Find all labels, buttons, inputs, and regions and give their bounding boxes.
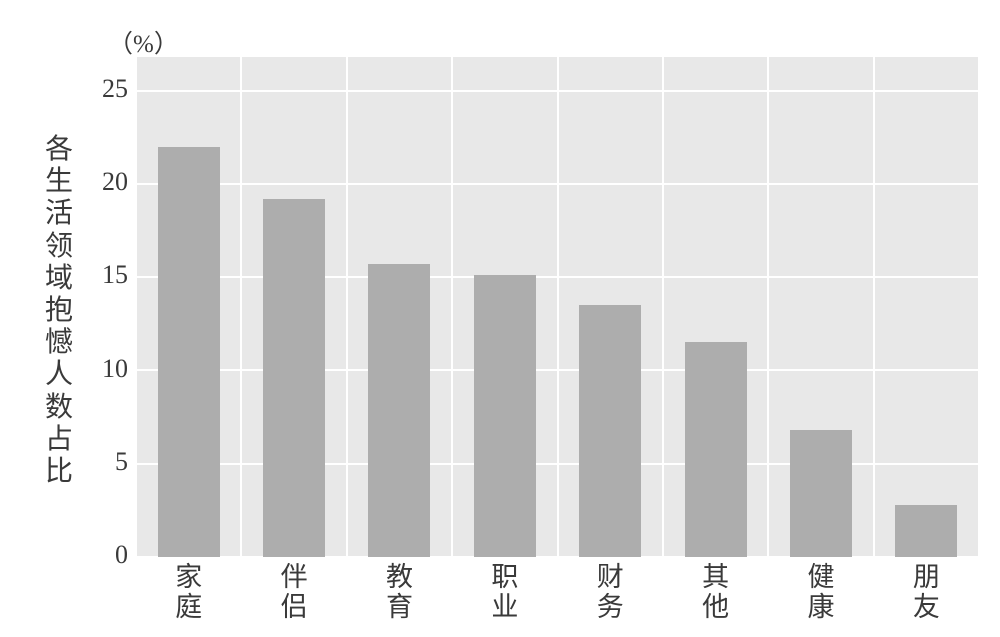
x-tick-label: 职业: [475, 563, 535, 622]
x-tick-label: 财务: [580, 563, 640, 622]
bar: [685, 342, 747, 557]
bar: [579, 305, 641, 557]
y-tick-label: 15: [68, 260, 128, 290]
x-tick-label: 其他: [686, 563, 746, 622]
y-tick-label: 5: [68, 447, 128, 477]
bar: [790, 430, 852, 557]
gridline-vertical: [978, 57, 980, 557]
y-tick-label: 0: [68, 540, 128, 570]
gridline-vertical: [767, 57, 769, 557]
y-tick-label: 10: [68, 354, 128, 384]
x-tick-label: 朋友: [896, 563, 956, 622]
gridline-vertical: [557, 57, 559, 557]
gridline-vertical: [662, 57, 664, 557]
gridline-vertical: [135, 57, 137, 557]
plot-area: [136, 57, 979, 557]
gridline-vertical: [873, 57, 875, 557]
gridline-vertical: [346, 57, 348, 557]
x-tick-label: 教育: [369, 563, 429, 622]
bar: [895, 505, 957, 557]
x-tick-label: 伴侣: [264, 563, 324, 622]
gridline-vertical: [451, 57, 453, 557]
bar: [474, 275, 536, 557]
bar-chart: （%） 各生活领域抱憾人数占比 0510152025家庭伴侣教育职业财务其他健康…: [0, 0, 1000, 637]
bar: [158, 147, 220, 557]
bar: [368, 264, 430, 557]
y-tick-label: 25: [68, 74, 128, 104]
unit-label: （%）: [108, 24, 179, 60]
bar: [263, 199, 325, 557]
y-tick-label: 20: [68, 167, 128, 197]
gridline-vertical: [240, 57, 242, 557]
x-tick-label: 家庭: [159, 563, 219, 622]
x-tick-label: 健康: [791, 563, 851, 622]
